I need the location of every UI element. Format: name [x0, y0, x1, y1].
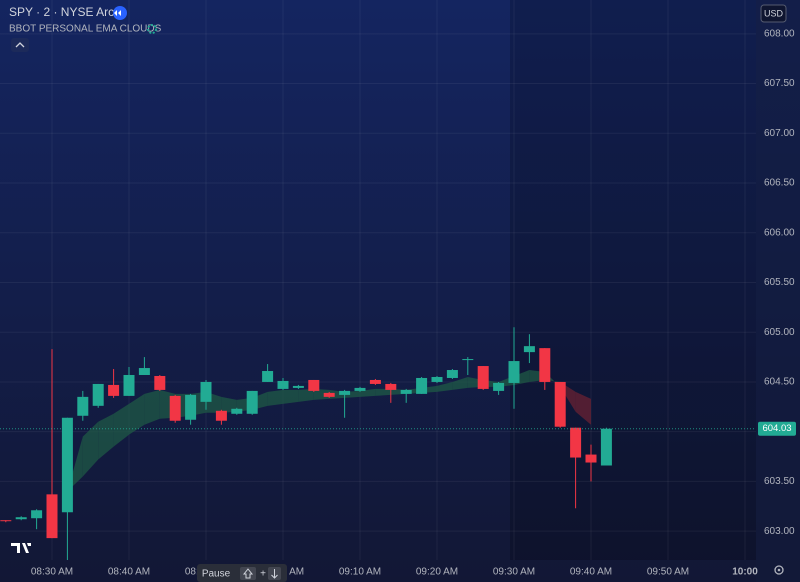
candle-body	[354, 387, 366, 391]
symbol-title: SPY · 2 · NYSE Arca	[9, 5, 121, 19]
candle-body	[231, 408, 243, 414]
y-tick-label: 604.50	[764, 377, 795, 388]
shift-glyph	[242, 568, 254, 579]
candle-body	[523, 346, 535, 353]
candle-body	[15, 517, 27, 520]
candle-body	[431, 376, 443, 382]
y-tick-label: 607.00	[764, 128, 795, 139]
x-tick-label: 09:30 AM	[493, 567, 535, 578]
cloud-segment	[452, 376, 468, 390]
y-tick-label: 605.00	[764, 327, 795, 338]
axis-labels: 603.00603.50604.00604.50605.00605.50606.…	[0, 28, 796, 578]
candle-body	[462, 359, 474, 361]
y-tick-label: 608.00	[764, 28, 795, 39]
candle-body	[539, 348, 551, 382]
x-tick-label: 09:20 AM	[416, 567, 458, 578]
candle-body	[400, 389, 412, 394]
cloud-segment	[82, 421, 99, 477]
candle-body	[215, 410, 227, 421]
y-tick-label: 606.50	[764, 178, 795, 189]
x-tick-label: 08:40 AM	[108, 567, 150, 578]
candle-body	[508, 361, 520, 383]
candle-body	[385, 383, 397, 390]
session-shade	[510, 0, 756, 560]
x-tick-label: 08:30 AM	[31, 567, 73, 578]
candle-body	[154, 375, 166, 390]
candle-body	[585, 454, 597, 463]
cloud-segment	[575, 391, 591, 425]
pause-label[interactable]: Pause	[202, 569, 231, 580]
y-tick-label: 607.50	[764, 78, 795, 89]
candle-body	[92, 383, 104, 406]
down-glyph	[271, 569, 278, 579]
candle-body	[570, 427, 582, 458]
settings-dot	[777, 568, 781, 572]
candle-body	[138, 368, 150, 375]
cloud-segment	[144, 389, 160, 425]
candle-body	[416, 377, 428, 394]
candles	[0, 327, 612, 560]
plus: +	[260, 569, 266, 580]
x-tick-label: 10:00	[732, 567, 758, 578]
cloud-segment	[267, 389, 283, 406]
cloud-segment	[313, 388, 330, 400]
candle-body	[169, 395, 181, 421]
cloud-segment	[437, 381, 453, 392]
cloud-segment	[298, 388, 314, 402]
y-tick-label: 603.00	[764, 526, 795, 537]
cloud-segment	[129, 393, 145, 435]
x-tick-label: 09:40 AM	[570, 567, 612, 578]
candle-body	[246, 390, 258, 414]
candle-body	[61, 417, 73, 513]
cloud-segment	[375, 388, 391, 396]
candle-body	[108, 384, 120, 396]
candle-body	[600, 428, 612, 466]
logo	[11, 543, 31, 553]
last-price-label: 604.03	[762, 423, 791, 434]
key-shift	[240, 567, 256, 580]
candle-body	[123, 374, 135, 396]
collapse-button[interactable]	[11, 38, 29, 52]
candle-body	[323, 392, 335, 397]
y-tick-label: 606.00	[764, 227, 795, 238]
candle-body	[446, 370, 458, 378]
y-tick-label: 603.50	[764, 476, 795, 487]
candle-body	[277, 380, 289, 389]
indicator-title: BBOT PERSONAL EMA CLOUDS	[9, 24, 162, 35]
currency: USD	[764, 8, 784, 18]
price-axis-bg	[756, 0, 800, 582]
candle-body	[308, 379, 320, 391]
candle-body	[185, 394, 197, 420]
x-tick-label: 09:50 AM	[647, 567, 689, 578]
cloud-segment	[113, 403, 129, 447]
candle-body	[477, 366, 489, 389]
cloud-segment	[98, 413, 114, 460]
candle-body	[339, 390, 351, 395]
candle-body	[31, 510, 43, 519]
cloud-segment	[544, 372, 561, 387]
x-tick-label: 09:10 AM	[339, 567, 381, 578]
currency-button[interactable]	[760, 4, 787, 23]
candle-body	[0, 520, 12, 522]
pause-overlay: Pause +	[197, 564, 287, 582]
candle-body	[292, 385, 304, 388]
candle-body	[369, 379, 381, 384]
candle-body	[77, 396, 89, 416]
candle-body	[200, 381, 212, 402]
candle-body	[262, 371, 274, 382]
candle-body	[46, 494, 58, 539]
indicator-icon[interactable]	[147, 24, 157, 34]
cloud-segment	[283, 389, 299, 404]
replay-glyph	[114, 10, 121, 16]
collapse-caret	[15, 42, 25, 48]
candle-body	[554, 381, 566, 427]
last-price-box	[758, 421, 796, 436]
y-tick-label: 605.50	[764, 277, 795, 288]
candle-body	[493, 382, 505, 391]
settings-icon[interactable]	[774, 565, 784, 575]
